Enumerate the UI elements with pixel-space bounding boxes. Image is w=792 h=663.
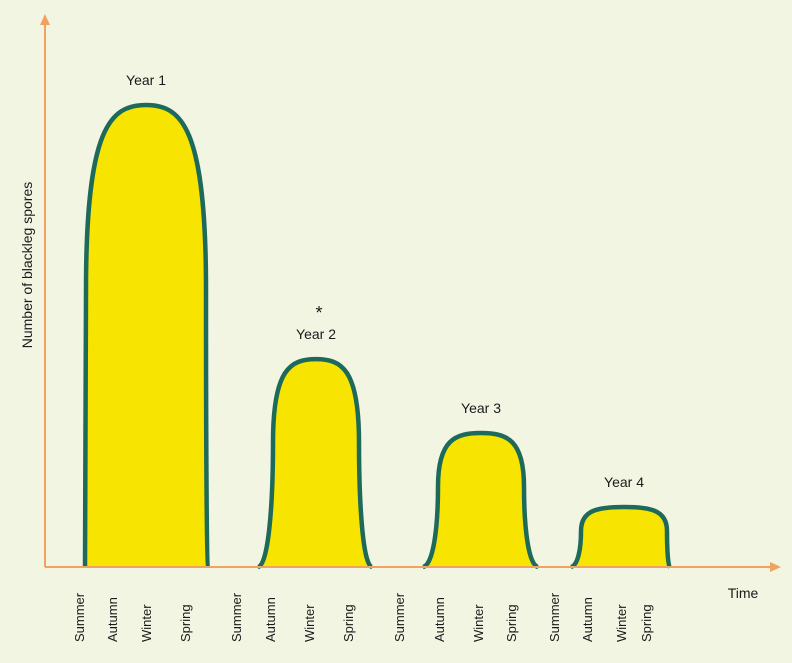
peak-3	[421, 430, 540, 570]
tick-label-summer: Summer	[229, 592, 244, 642]
peak-label-4: Year 4	[604, 474, 644, 490]
x-axis-label: Time	[728, 585, 759, 601]
tick-label-summer: Summer	[392, 592, 407, 642]
peak-4	[569, 504, 672, 570]
peak-curves	[82, 102, 672, 570]
season-tick-labels: Summer Autumn Winter Spring Summer Autumn Wint…	[72, 592, 654, 642]
tick-label-spring: Spring	[341, 604, 356, 642]
peak-1	[82, 102, 211, 569]
tick-label-spring: Spring	[178, 604, 193, 642]
y-axis-arrowhead	[40, 14, 50, 25]
peak-labels: Year 1 Year 2 * Year 3 Year 4	[126, 72, 644, 490]
tick-label-summer: Summer	[72, 592, 87, 642]
peak-label-3: Year 3	[461, 400, 501, 416]
tick-label-autumn: Autumn	[105, 597, 120, 642]
tick-label-winter: Winter	[471, 604, 486, 642]
tick-label-winter: Winter	[302, 604, 317, 642]
y-axis-label: Number of blackleg spores	[19, 182, 35, 349]
axes	[40, 14, 781, 572]
tick-label-autumn: Autumn	[263, 597, 278, 642]
x-axis-arrowhead	[770, 562, 781, 572]
tick-label-winter: Winter	[139, 604, 154, 642]
tick-label-summer: Summer	[547, 592, 562, 642]
tick-label-spring: Spring	[639, 604, 654, 642]
peak-2	[256, 356, 374, 570]
peak-label-1: Year 1	[126, 72, 166, 88]
tick-label-autumn: Autumn	[432, 597, 447, 642]
tick-label-autumn: Autumn	[580, 597, 595, 642]
tick-label-spring: Spring	[504, 604, 519, 642]
peak-annotation-2: *	[315, 303, 322, 323]
tick-label-winter: Winter	[614, 604, 629, 642]
peak-label-2: Year 2	[296, 326, 336, 342]
